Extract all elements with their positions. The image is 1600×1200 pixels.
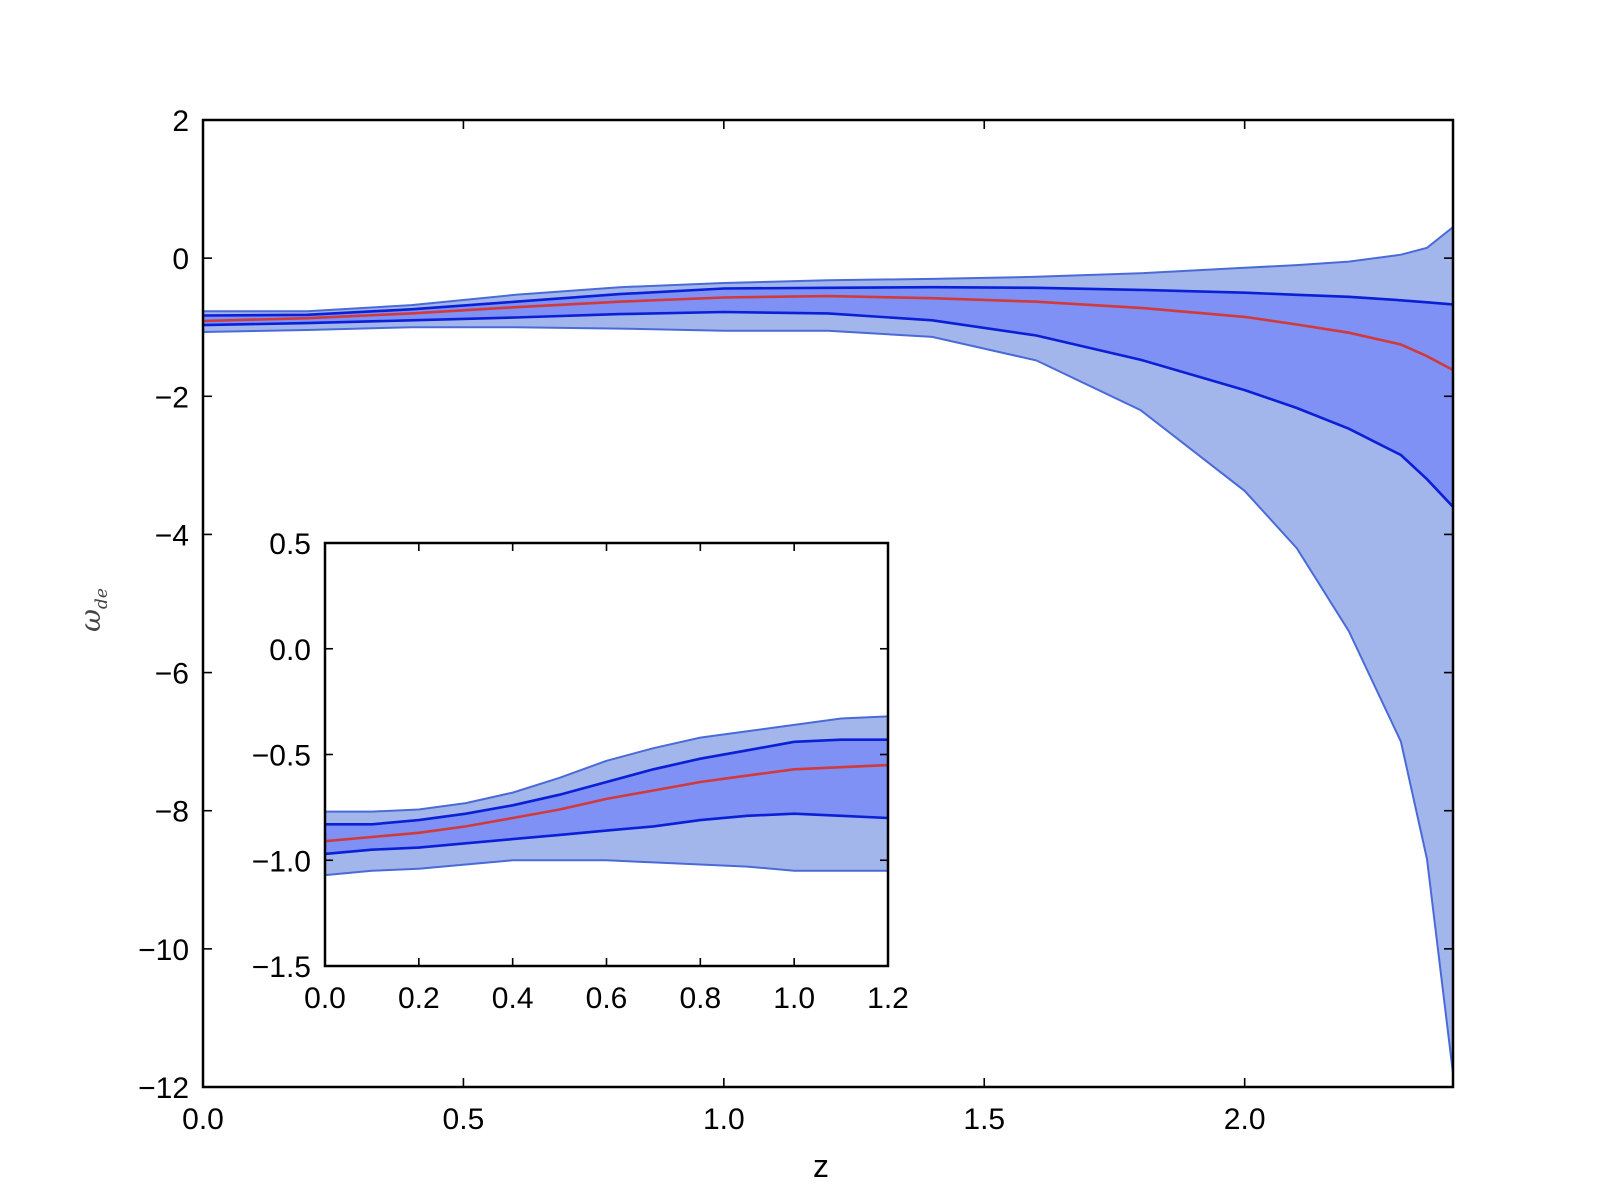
y-tick-label: −10 (138, 934, 189, 967)
x-tick-label: 0.6 (586, 982, 628, 1015)
inner-confidence-band (203, 287, 1453, 507)
x-tick-label: 0.5 (443, 1103, 485, 1136)
outer-upper-line (203, 226, 1454, 313)
inset-plot: 0.0 0.2 0.4 0.6 0.8 1.0 1.2 −1.5 −1.0 −0.5 0.0 0.5 (252, 528, 909, 1015)
outer-lower-line (324, 859, 888, 877)
outer-lower-line (202, 326, 1454, 1074)
x-tick-label: 1.0 (703, 1103, 745, 1136)
inner-lower-line (324, 812, 889, 856)
mean-line (324, 763, 889, 843)
outer-upper-line (325, 715, 889, 813)
x-tick-label: 0.2 (398, 982, 440, 1015)
y-tick-label: −0.5 (252, 740, 311, 773)
x-tick-label: 0.0 (304, 982, 346, 1015)
y-tick-label: −6 (155, 658, 189, 691)
x-tick-label: 0.8 (679, 982, 721, 1015)
y-tick-label: −1.0 (252, 845, 311, 878)
y-tick-label: 0.0 (269, 634, 311, 667)
y-tick-label: 0.5 (269, 528, 311, 561)
x-tick-label: 0.0 (182, 1103, 224, 1136)
x-tick-label: 1.0 (773, 982, 815, 1015)
y-tick-label: 2 (172, 105, 189, 138)
x-axis-label: z (813, 1148, 829, 1184)
inner-upper-line (202, 285, 1454, 317)
y-tick-label: −2 (155, 381, 189, 414)
inner-upper-line (325, 738, 888, 826)
mean-line (202, 294, 1454, 372)
y-axis-label-subscript: de (92, 588, 112, 609)
inner-lower-line (202, 310, 1454, 508)
x-tick-label: 1.5 (963, 1103, 1005, 1136)
y-tick-label: 0 (172, 243, 189, 276)
y-tick-label: −4 (155, 519, 189, 552)
main-plot: 0.0 0.5 1.0 1.5 2.0 −12 −10 −8 −6 −4 −2 0 2 (138, 105, 1455, 1136)
y-tick-label: −12 (138, 1072, 189, 1105)
x-tick-label: 1.2 (867, 982, 909, 1015)
x-tick-label: 2.0 (1224, 1103, 1266, 1136)
main-plot-frame (201, 118, 1455, 1089)
y-tick-label: −8 (155, 796, 189, 829)
y-tick-label: −1.5 (252, 951, 311, 984)
y-axis-label-symbol: ω (74, 609, 107, 632)
y-axis-label: ωde (74, 588, 112, 632)
x-tick-label: 0.4 (492, 982, 534, 1015)
